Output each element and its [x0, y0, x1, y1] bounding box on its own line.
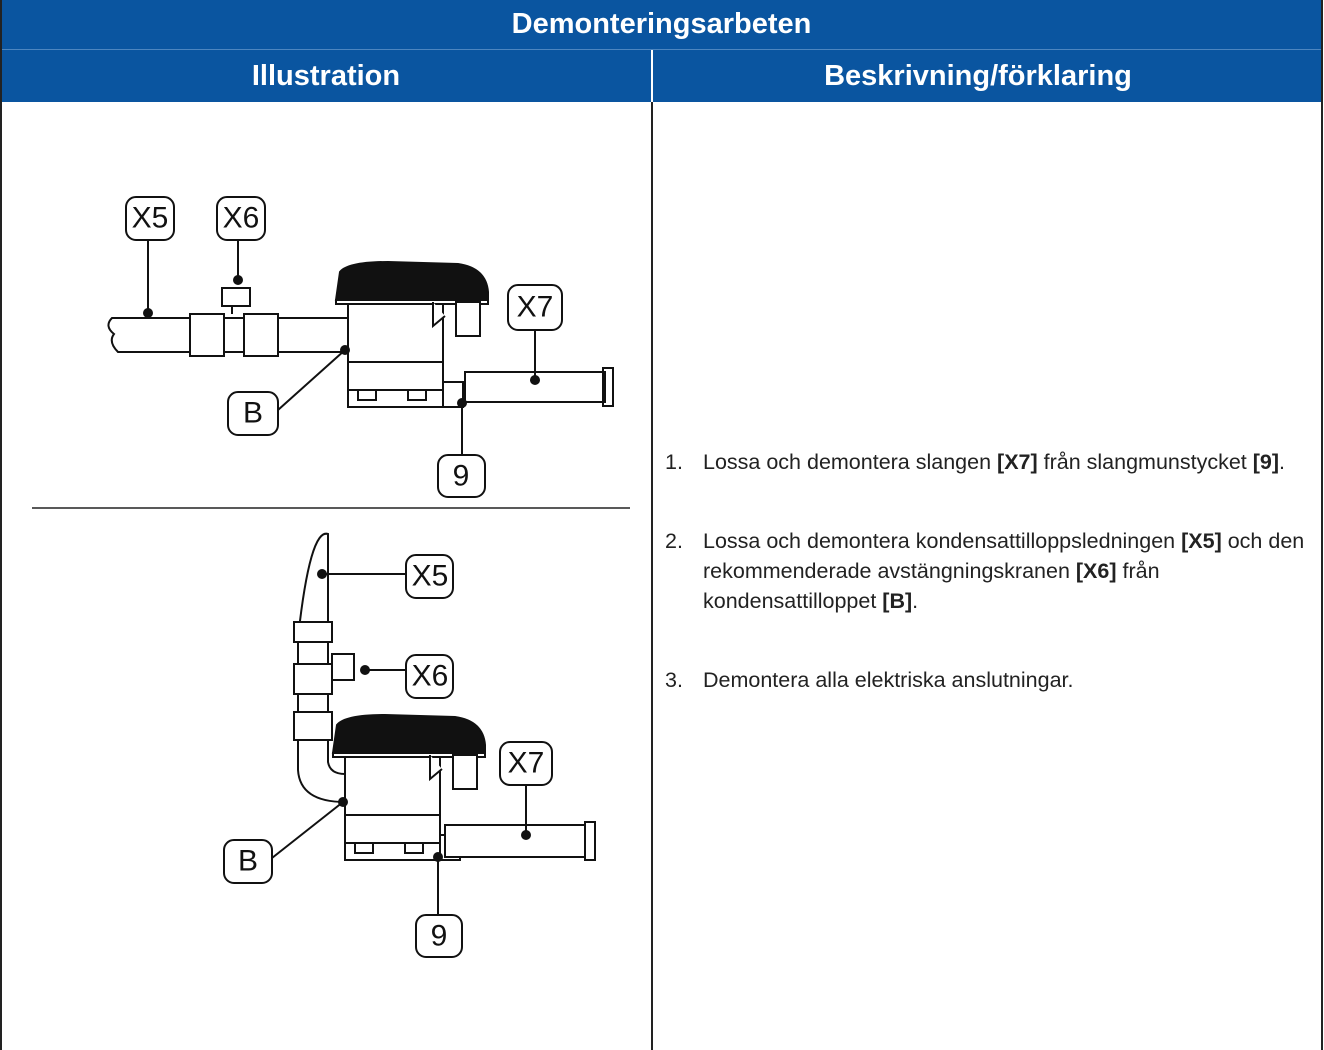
illustrations: X5 X6 X7 B 9 X5 X6 X7 B 9	[32, 196, 630, 958]
column-divider	[651, 102, 653, 1050]
text: och den rekommenderade avstängningskrane…	[703, 529, 1305, 583]
reference: [B]	[882, 589, 913, 613]
text: Lossa och demontera kondensattilloppsled…	[703, 529, 1182, 553]
step-text: Lossa och demontera slangen [X7] från sl…	[703, 447, 1285, 477]
step-text: Demontera alla elektriska anslutningar.	[703, 665, 1073, 695]
step: 2. Lossa och demontera kondensattilloppsl…	[665, 526, 1320, 616]
figure-label: X7	[508, 747, 545, 780]
column-header: Illustration	[251, 59, 401, 92]
text: från slangmunstycket	[1037, 450, 1253, 474]
reference: [X6]	[1075, 559, 1117, 583]
figure-label: X7	[517, 291, 554, 324]
text: Lossa och demontera slangen	[703, 450, 998, 474]
figure	[223, 532, 596, 958]
step-number: 3.	[665, 668, 683, 692]
reference: [9]	[1252, 450, 1280, 474]
figure-label: X5	[132, 202, 169, 235]
text: .	[1279, 450, 1286, 474]
table-title: Demonteringsarbeten	[1, 0, 1322, 50]
text: från kondensattilloppet	[703, 559, 1160, 613]
figure	[107, 196, 614, 498]
table-border	[0, 0, 2, 1050]
table-border	[1321, 0, 1323, 1050]
reference: [X7]	[997, 450, 1038, 474]
reference: [X5]	[1181, 529, 1222, 553]
figure-label: 9	[453, 460, 470, 493]
step-number: 1.	[665, 450, 683, 474]
figure-label: B	[238, 845, 258, 878]
step: 3. Demontera alla elektriska anslutningar…	[665, 665, 1320, 695]
figure-label: B	[243, 397, 263, 430]
step: 1. Lossa och demontera slangen [X7] från …	[665, 447, 1320, 477]
text: .	[912, 589, 919, 613]
figure-label: X6	[412, 660, 449, 693]
step-text: Lossa och demontera kondensattilloppsled…	[703, 526, 1320, 616]
figure-label: 9	[431, 920, 448, 953]
figure-label: X6	[223, 202, 260, 235]
column-header: Beskrivning/förklaring	[651, 50, 1303, 102]
text: Demontera alla elektriska anslutningar.	[703, 668, 1074, 692]
step-number: 2.	[665, 529, 683, 553]
figure-label: X5	[412, 560, 449, 593]
header-row: Illustration Beskrivning/förklaring	[1, 50, 1322, 102]
step-list: 1. Lossa och demontera slangen [X7] från …	[665, 447, 1320, 744]
